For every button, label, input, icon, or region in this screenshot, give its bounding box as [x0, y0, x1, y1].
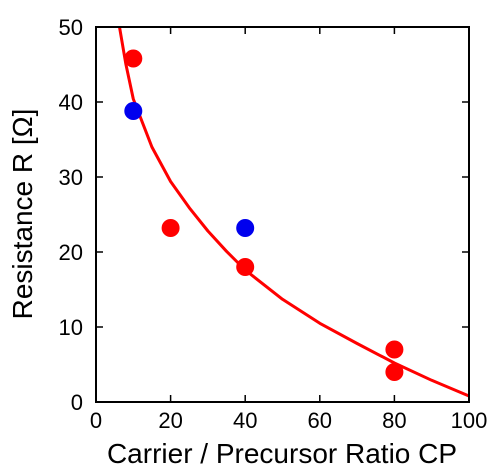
y-tick-label: 50 [59, 15, 83, 40]
data-point-series-0 [236, 258, 255, 276]
y-tick-label: 40 [59, 90, 83, 115]
x-tick-label: 40 [233, 408, 257, 433]
data-point-series-0 [161, 219, 180, 237]
x-axis-title: Carrier / Precursor Ratio CP [107, 438, 457, 469]
data-point-series-0 [124, 49, 143, 68]
fit-curve-layer [118, 26, 470, 398]
y-tick-label: 30 [59, 165, 83, 190]
x-tick-label: 20 [158, 408, 182, 433]
y-tick-label: 10 [59, 315, 83, 340]
data-point-series-0 [385, 363, 404, 381]
y-tick-label: 0 [71, 390, 83, 415]
x-tick-label: 60 [308, 408, 332, 433]
fit-curve [118, 26, 470, 398]
plot-frame [95, 26, 470, 403]
y-axis-title: Resistance R [Ω] [7, 109, 38, 320]
x-tick-label: 100 [451, 408, 488, 433]
data-point-series-1 [236, 219, 255, 237]
y-tick-label: 20 [59, 240, 83, 265]
x-tick-label: 80 [382, 408, 406, 433]
x-tick-label: 0 [90, 408, 102, 433]
ticks-layer [95, 26, 470, 403]
data-point-series-1 [124, 102, 143, 120]
tick-labels-layer: 0 20 40 60 80 100 0 10 20 30 40 50 [59, 15, 488, 433]
data-point-series-0 [385, 340, 404, 359]
points-layer [124, 49, 404, 381]
